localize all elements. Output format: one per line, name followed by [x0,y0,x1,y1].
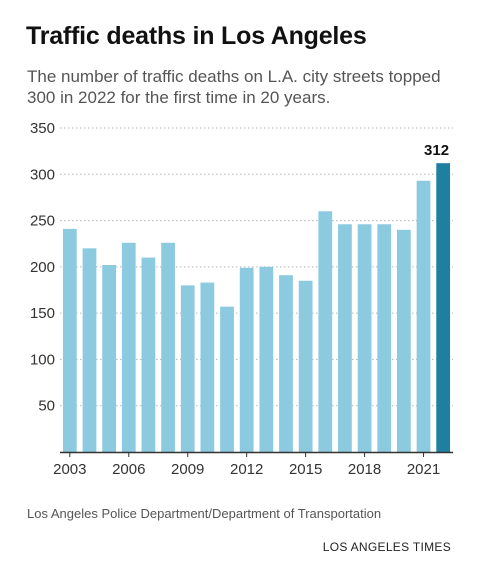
bar-2018 [357,224,372,452]
bar-2020 [396,229,411,452]
y-tick-label: 350 [30,120,55,137]
tick-labels: 50 100 150 200 250 300 350 312 2003 2006 2009 2012 2… [30,120,449,478]
bar-2014 [279,275,293,452]
x-tick-marks [69,452,425,457]
y-tick-label: 200 [30,259,55,276]
source-note: Los Angeles Police Department/Department… [27,506,382,521]
bar-2007 [141,257,156,452]
bar-2006 [121,242,136,452]
x-tick-label: 2009 [171,461,204,478]
bar-2015 [298,280,313,452]
bar-2013 [259,266,274,452]
bar-2003 [62,228,77,452]
bar-2021 [416,180,431,452]
bar-2017 [338,224,352,452]
x-tick-label: 2015 [289,461,322,478]
y-tick-label: 50 [38,398,55,415]
x-tick-label: 2006 [112,461,145,478]
x-tick-label: 2012 [230,461,263,478]
bar-2022 [436,163,451,453]
bar-2016 [318,211,333,452]
bar-2005 [102,265,117,452]
x-tick-label: 2018 [348,461,381,478]
bar-2004 [82,248,97,452]
bar-2019 [377,224,392,452]
publisher-credit: LOS ANGELES TIMES [322,540,451,554]
y-tick-label: 300 [30,166,55,183]
gridlines [60,127,453,407]
bar-2008 [161,242,175,452]
bar-2009 [180,285,195,452]
y-tick-label: 250 [30,213,55,230]
value-label-2022: 312 [424,142,449,159]
y-tick-label: 150 [30,305,55,322]
chart-subtitle: The number of traffic deaths on L.A. cit… [27,67,441,107]
bars [62,163,451,453]
bar-2010 [200,282,215,452]
y-tick-label: 100 [30,351,55,368]
bar-2012 [239,267,254,452]
chart-title: Traffic deaths in Los Angeles [26,22,367,50]
bar-2011 [220,306,234,452]
x-tick-label: 2021 [407,461,440,478]
x-tick-label: 2003 [53,461,86,478]
